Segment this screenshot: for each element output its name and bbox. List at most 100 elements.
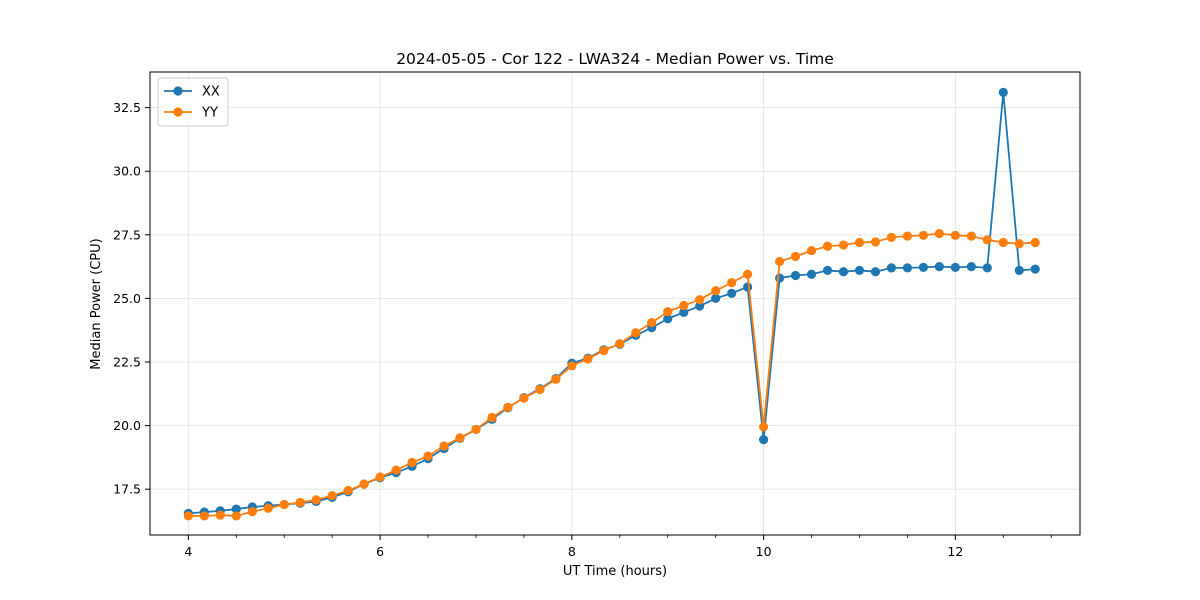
data-point-yy xyxy=(870,237,881,247)
x-axis-label: UT Time (hours) xyxy=(563,564,667,579)
x-tick-label: 10 xyxy=(756,544,772,559)
data-point-yy xyxy=(966,231,976,241)
legend-marker-xx xyxy=(173,86,183,96)
data-point-xx xyxy=(918,262,929,272)
series-line-xx xyxy=(188,91,1036,515)
data-point-yy xyxy=(934,228,944,239)
data-point-yy xyxy=(886,232,897,242)
legend: XX YY xyxy=(157,77,229,127)
data-point-yy xyxy=(407,457,417,468)
data-point-yy xyxy=(343,485,353,496)
legend-label-xx: XX xyxy=(202,85,220,100)
data-point-xx xyxy=(231,504,241,514)
y-tick-label: 27.5 xyxy=(113,227,141,242)
data-point-yy xyxy=(1030,237,1040,248)
y-tick-label: 17.5 xyxy=(113,482,141,497)
data-point-yy xyxy=(183,511,193,521)
data-point-xx xyxy=(759,435,769,445)
data-point-yy xyxy=(247,506,257,517)
legend-label-yy: YY xyxy=(201,106,218,121)
data-point-yy xyxy=(279,499,289,510)
data-point-xx xyxy=(982,263,992,273)
data-point-xx xyxy=(950,262,960,272)
data-point-yy xyxy=(567,361,577,371)
x-tick-label: 4 xyxy=(184,544,192,559)
data-point-yy xyxy=(391,465,401,475)
data-point-yy xyxy=(822,241,833,251)
data-point-xx xyxy=(998,87,1008,97)
data-point-yy xyxy=(647,317,657,328)
data-point-yy xyxy=(902,231,913,241)
x-tick-label: 8 xyxy=(568,544,576,559)
data-point-xx xyxy=(775,273,785,283)
data-point-xx xyxy=(870,267,881,277)
data-point-yy xyxy=(631,328,641,338)
data-point-xx xyxy=(679,307,689,318)
x-tick-label: 12 xyxy=(947,544,963,559)
data-point-yy xyxy=(439,441,449,451)
data-point-yy xyxy=(503,402,513,412)
series-line-yy xyxy=(188,232,1036,517)
data-point-yy xyxy=(711,286,721,296)
data-point-yy xyxy=(599,345,609,356)
data-point-xx xyxy=(663,314,673,324)
data-point-yy xyxy=(263,503,273,513)
data-point-xx xyxy=(742,282,753,292)
data-point-xx xyxy=(695,301,705,311)
data-point-yy xyxy=(551,374,561,384)
data-point-yy xyxy=(727,278,737,288)
data-point-yy xyxy=(359,479,369,489)
x-tick-label: 6 xyxy=(376,544,384,559)
data-point-yy xyxy=(775,256,785,267)
data-point-yy xyxy=(982,235,992,245)
data-point-yy xyxy=(806,245,817,256)
data-point-yy xyxy=(423,451,433,461)
data-point-yy xyxy=(295,497,305,508)
data-point-xx xyxy=(838,267,849,277)
data-point-yy xyxy=(854,237,865,248)
data-point-yy xyxy=(918,230,929,240)
data-point-xx xyxy=(1014,265,1024,276)
data-point-xx xyxy=(934,262,944,272)
data-point-xx xyxy=(902,263,913,273)
data-point-yy xyxy=(215,510,225,520)
data-point-yy xyxy=(231,511,241,521)
data-point-xx xyxy=(966,262,976,272)
data-point-xx xyxy=(790,270,801,281)
data-point-yy xyxy=(375,472,385,482)
series-yy xyxy=(183,228,1040,521)
y-tick-label: 22.5 xyxy=(113,355,141,370)
data-point-yy xyxy=(519,393,529,403)
data-point-yy xyxy=(199,511,209,521)
data-point-xx xyxy=(854,265,865,276)
data-point-xx xyxy=(711,293,721,304)
grid xyxy=(150,72,1080,535)
plot-frame xyxy=(149,71,1081,536)
data-point-yy xyxy=(790,251,801,262)
series-xx xyxy=(183,87,1040,518)
data-point-yy xyxy=(327,490,337,501)
data-point-yy xyxy=(487,412,497,423)
data-point-yy xyxy=(583,354,593,364)
data-point-yy xyxy=(535,384,545,395)
data-point-yy xyxy=(471,424,481,435)
y-tick-label: 30.0 xyxy=(113,164,141,179)
data-point-yy xyxy=(695,295,705,305)
data-point-yy xyxy=(742,269,753,279)
chart-title: 2024-05-05 - Cor 122 - LWA324 - Median P… xyxy=(396,50,834,68)
data-point-yy xyxy=(615,339,625,349)
y-tick-label: 25.0 xyxy=(113,291,141,306)
data-point-yy xyxy=(663,307,673,317)
y-tick-label: 32.5 xyxy=(113,100,141,115)
data-point-yy xyxy=(1014,239,1024,249)
y-tick-label: 20.0 xyxy=(113,418,141,433)
data-point-yy xyxy=(679,300,689,311)
data-point-xx xyxy=(886,263,897,273)
data-point-yy xyxy=(311,495,321,505)
data-point-xx xyxy=(727,288,737,298)
legend-marker-yy xyxy=(173,107,183,117)
axes: 4 6 8 10 12 17.5 20.0 22.5 25.0 27.5 30.0 32.5 xyxy=(113,100,1052,559)
y-axis-label: Median Power (CPU) xyxy=(89,238,104,369)
data-point-yy xyxy=(838,240,849,250)
